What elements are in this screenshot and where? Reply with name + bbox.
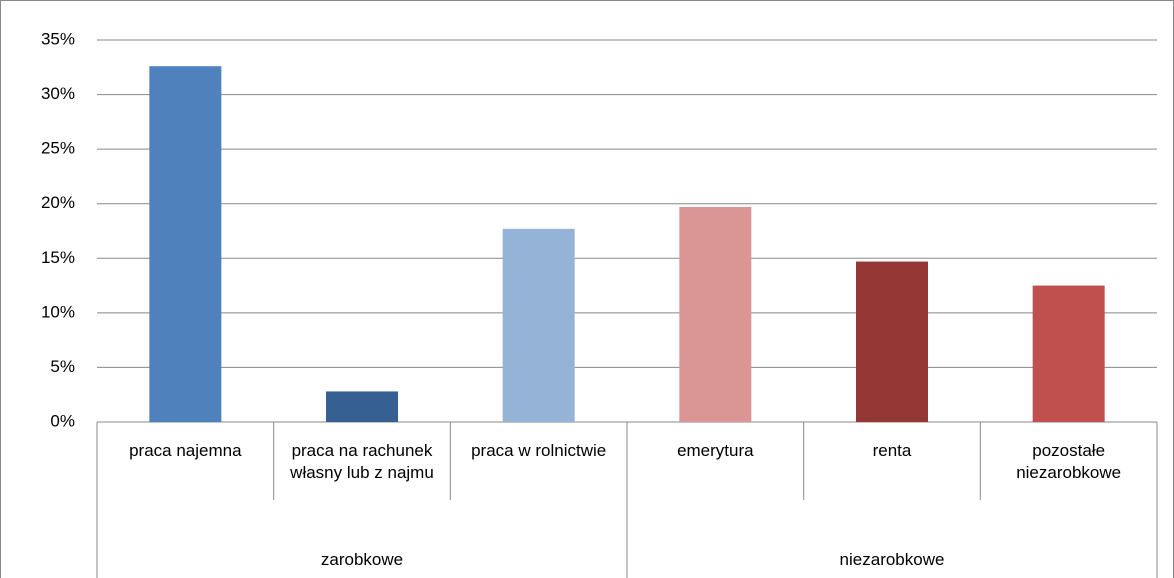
bar — [856, 261, 928, 422]
group-label: zarobkowe — [320, 550, 404, 569]
y-tick-label: 20% — [41, 193, 75, 212]
x-tick-label: emerytura — [677, 441, 754, 460]
x-tick-label: praca w rolnictwie — [471, 441, 607, 460]
bar — [679, 206, 752, 422]
bar — [502, 228, 575, 422]
group-label: niezarobkowe — [839, 550, 945, 569]
bar — [149, 66, 222, 423]
bar — [326, 391, 398, 422]
x-tick-label: praca na rachunek własny lub z najmu — [290, 441, 434, 482]
y-tick-label: 10% — [41, 302, 75, 321]
y-tick-label: 25% — [41, 139, 75, 158]
y-tick-label: 0% — [50, 411, 75, 430]
y-tick-label: 5% — [50, 357, 75, 376]
x-tick-label: renta — [872, 441, 912, 460]
y-tick-label: 15% — [41, 248, 75, 267]
x-tick-label: praca najemna — [129, 441, 242, 460]
x-tick-label: pozostałe niezarobkowe — [1016, 441, 1122, 482]
y-tick-label: 35% — [41, 29, 75, 48]
y-tick-label: 30% — [41, 84, 75, 103]
bar — [1032, 285, 1105, 422]
